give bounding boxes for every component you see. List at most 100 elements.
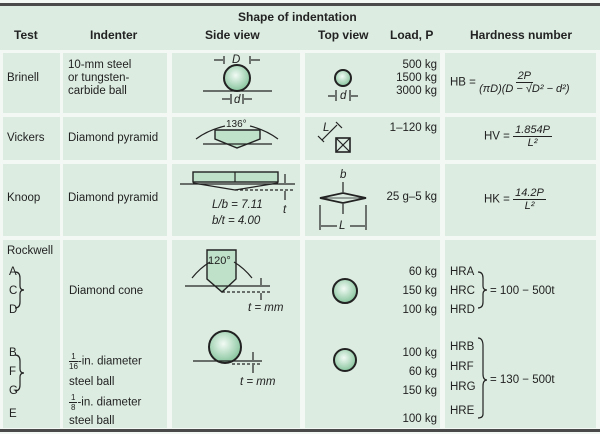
header-load: Load, P (390, 28, 434, 42)
vickers-top-impression (335, 137, 351, 153)
cell (3, 53, 60, 113)
denominator: L² (527, 137, 538, 149)
cell (63, 117, 167, 160)
cell (63, 240, 167, 428)
header-hardness: Hardness number (470, 28, 573, 42)
hr-scale: HRC (450, 285, 475, 297)
formula-lhs: HB = (450, 76, 476, 89)
denominator: (πD)(D − √D² − d²) (479, 83, 570, 95)
hr-scale: HRE (450, 405, 475, 417)
cell (3, 117, 60, 160)
rockwell-ball-indenter (208, 330, 242, 364)
numerator: 1 (69, 352, 78, 362)
test-rockwell: Rockwell (7, 245, 54, 257)
scale: A (9, 266, 17, 278)
indenter-brinell: 10-mm steel (68, 59, 132, 71)
indenter-text: -in. diameter (77, 355, 142, 368)
cell (445, 117, 596, 160)
indenter-vickers: Diamond pyramid (68, 132, 159, 144)
load: 150 kg (402, 385, 437, 397)
indenter-text: steel ball (69, 415, 115, 427)
header-side-view: Side view (205, 28, 260, 42)
formula-ball: = 130 − 500t (490, 374, 555, 386)
cell (445, 240, 596, 428)
denominator: L² (524, 200, 535, 212)
scale: E (9, 408, 17, 420)
rockwell-ball-top-impression (333, 348, 357, 372)
cell (63, 53, 167, 113)
formula-hb: HB = 2P (πD)(D − √D² − d²) (450, 70, 570, 95)
label-L: L (339, 220, 346, 232)
scale: G (9, 385, 18, 397)
formula-lhs: HV = (484, 130, 510, 143)
hr-scale: HRB (450, 341, 475, 353)
numerator: 14.2P (513, 187, 546, 200)
denominator: 8 (71, 403, 76, 412)
indenter-ball-8: 1 8 -in. diameter (69, 393, 141, 412)
formula-cone: = 100 − 500t (490, 285, 555, 297)
hr-scale: HRG (450, 381, 476, 393)
brace-hr-cone (477, 271, 488, 309)
cell (305, 53, 440, 113)
load: 500 kg (402, 59, 437, 71)
scale: F (9, 366, 17, 378)
label-d: d (234, 94, 241, 106)
rockwell-cone-top-impression (332, 278, 358, 304)
label-top-d: d (340, 90, 347, 102)
test-knoop: Knoop (7, 192, 41, 204)
header-group: Shape of indentation (238, 10, 357, 24)
header-test: Test (14, 28, 38, 42)
brinell-top-impression (334, 69, 352, 87)
load: 60 kg (408, 366, 437, 378)
cell (63, 164, 167, 236)
cell (305, 117, 440, 160)
test-brinell: Brinell (7, 72, 39, 84)
load: 100 kg (402, 304, 437, 316)
load: 60 kg (408, 266, 437, 278)
numerator: 2P (515, 70, 534, 83)
bottom-rule (0, 429, 600, 432)
cell (305, 240, 440, 428)
indenter-text: steel ball (69, 376, 115, 388)
hr-scale: HRF (450, 361, 474, 373)
indenter-knoop: Diamond pyramid (68, 192, 159, 204)
header-indenter: Indenter (90, 28, 138, 42)
angle-120: 120° (208, 255, 231, 267)
load: 3000 kg (396, 85, 437, 97)
brace-hr-ball (477, 337, 488, 419)
hr-scale: HRA (450, 266, 475, 278)
vickers-indenter (214, 129, 261, 149)
label-t: t (283, 204, 287, 216)
label-t-mm: t = mm (240, 376, 276, 388)
header-band (0, 6, 600, 50)
load: 25 g–5 kg (386, 191, 437, 203)
scale: B (9, 347, 17, 359)
numerator: 1.854P (513, 124, 552, 137)
indenter-brinell: or tungsten- (68, 72, 130, 84)
ratio-lb: L/b = 7.11 (212, 199, 263, 211)
load: 1500 kg (396, 72, 437, 84)
indenter-brinell: carbide ball (68, 85, 127, 97)
angle-136: 136° (226, 119, 247, 130)
header-top-view: Top view (318, 28, 369, 42)
ratio-bt: b/t = 4.00 (212, 215, 261, 227)
hr-scale: HRD (450, 304, 475, 316)
cell (3, 240, 60, 428)
brace-bfg (14, 354, 25, 392)
scale: D (9, 304, 18, 316)
test-vickers: Vickers (7, 132, 45, 144)
top-rule (0, 3, 600, 6)
load: 1–120 kg (389, 122, 437, 134)
formula-hv: HV = 1.854P L² (484, 124, 552, 149)
formula-hk: HK = 14.2P L² (484, 187, 546, 212)
label-b: b (340, 169, 347, 181)
denominator: 16 (69, 362, 78, 371)
load: 100 kg (402, 347, 437, 359)
label-L: L (323, 122, 330, 134)
formula-lhs: HK = (484, 193, 510, 206)
scale: C (9, 285, 18, 297)
label-t-mm: t = mm (248, 302, 284, 314)
indenter-text: -in. diameter (77, 396, 142, 409)
